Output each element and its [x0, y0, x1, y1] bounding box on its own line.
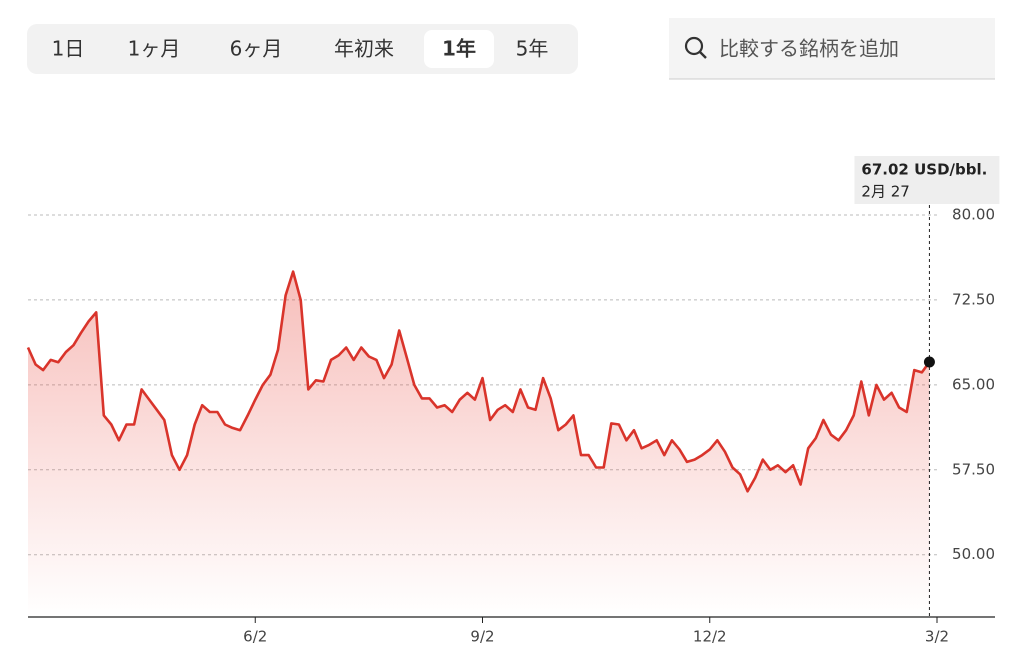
tooltip-box [854, 156, 1000, 204]
tab[interactable]: 5年 [516, 37, 549, 61]
search-box[interactable] [669, 18, 995, 79]
tab[interactable]: 1年 [442, 37, 476, 61]
y-tick-label: 57.50 [952, 460, 995, 478]
y-tick-label: 72.50 [952, 290, 995, 308]
tab[interactable]: 1日 [52, 37, 85, 61]
y-tick-label: 65.00 [952, 375, 995, 393]
x-tick-label: 9/2 [470, 628, 494, 646]
area [28, 271, 930, 617]
y-tick-label: 50.00 [952, 545, 995, 563]
tab-bar [27, 24, 578, 74]
tab[interactable]: 1ヶ月 [128, 37, 181, 61]
x-tick-label: 6/2 [243, 628, 267, 646]
search-placeholder[interactable]: 比較する銘柄を追加 [719, 37, 899, 61]
x-tick-label: 3/2 [925, 628, 949, 646]
tab[interactable]: 年初来 [334, 37, 394, 61]
line [26, 270, 931, 493]
x-tick-label: 12/2 [693, 628, 727, 646]
tab-selected-bg [424, 30, 494, 68]
search-icon-handle [699, 51, 707, 59]
search-icon [684, 36, 704, 56]
tooltip-date: 2月 27 [861, 183, 909, 201]
tooltip-value: 67.02 USD/bbl. [861, 161, 987, 179]
y-tick-label: 80.00 [952, 206, 995, 224]
tab[interactable]: 6ヶ月 [230, 37, 283, 61]
last-point [923, 356, 935, 368]
